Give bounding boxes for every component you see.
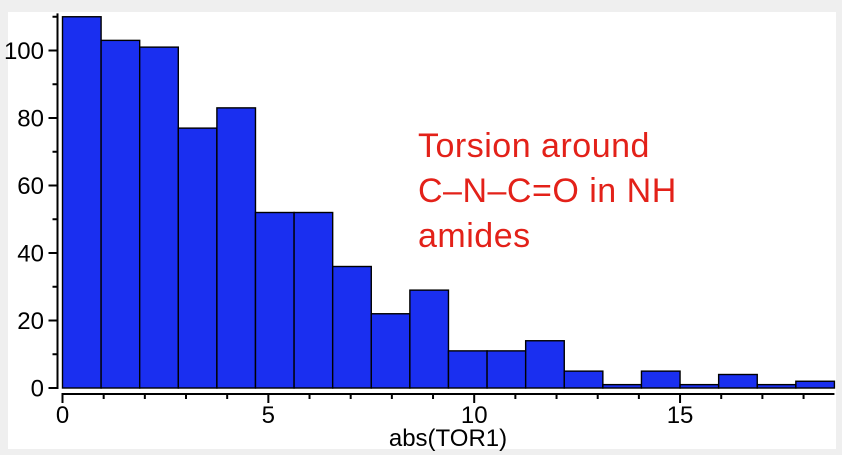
histogram-bar	[254, 211, 295, 389]
histogram-bar	[409, 289, 450, 389]
annotation-text: Torsion around C–N–C=O in NH amides	[418, 124, 677, 259]
y-tick-label: 80	[17, 106, 44, 133]
annotation-line-1: Torsion around	[418, 127, 650, 165]
histogram-bar	[100, 39, 141, 389]
histogram-bar	[331, 265, 372, 389]
histogram-bar	[795, 380, 836, 389]
histogram-bar	[61, 16, 102, 389]
annotation-line-2: C–N–C=O in NH	[418, 172, 677, 210]
histogram-bar	[370, 313, 411, 389]
x-tick-label: 15	[667, 402, 694, 429]
histogram-bar	[563, 370, 604, 389]
histogram-bar	[216, 107, 257, 389]
x-tick-label: 0	[56, 402, 69, 429]
histogram-bar	[524, 340, 565, 389]
x-tick-label: 5	[262, 402, 275, 429]
histogram-bar	[640, 370, 681, 389]
y-tick-label: 60	[17, 173, 44, 200]
histogram-bar	[756, 383, 797, 389]
histogram-bar	[679, 383, 720, 389]
annotation-line-3: amides	[418, 217, 531, 255]
axes: 0 20 40 60 80 100 0 5 10 15	[4, 13, 835, 429]
histogram-bar	[486, 350, 527, 389]
x-tick-label: 10	[461, 402, 488, 429]
histogram-bar	[602, 383, 643, 389]
histogram-bars	[61, 16, 836, 389]
y-tick-label: 100	[4, 38, 44, 65]
histogram-bar	[293, 211, 334, 389]
x-axis-title: abs(TOR1)	[388, 425, 508, 452]
y-tick-label: 20	[17, 308, 44, 335]
histogram-bar	[717, 373, 758, 389]
y-tick-label: 40	[17, 241, 44, 268]
y-tick-label: 0	[31, 376, 44, 403]
histogram-bar	[138, 46, 179, 389]
histogram-bar	[447, 350, 488, 389]
histogram-bar	[177, 127, 218, 389]
